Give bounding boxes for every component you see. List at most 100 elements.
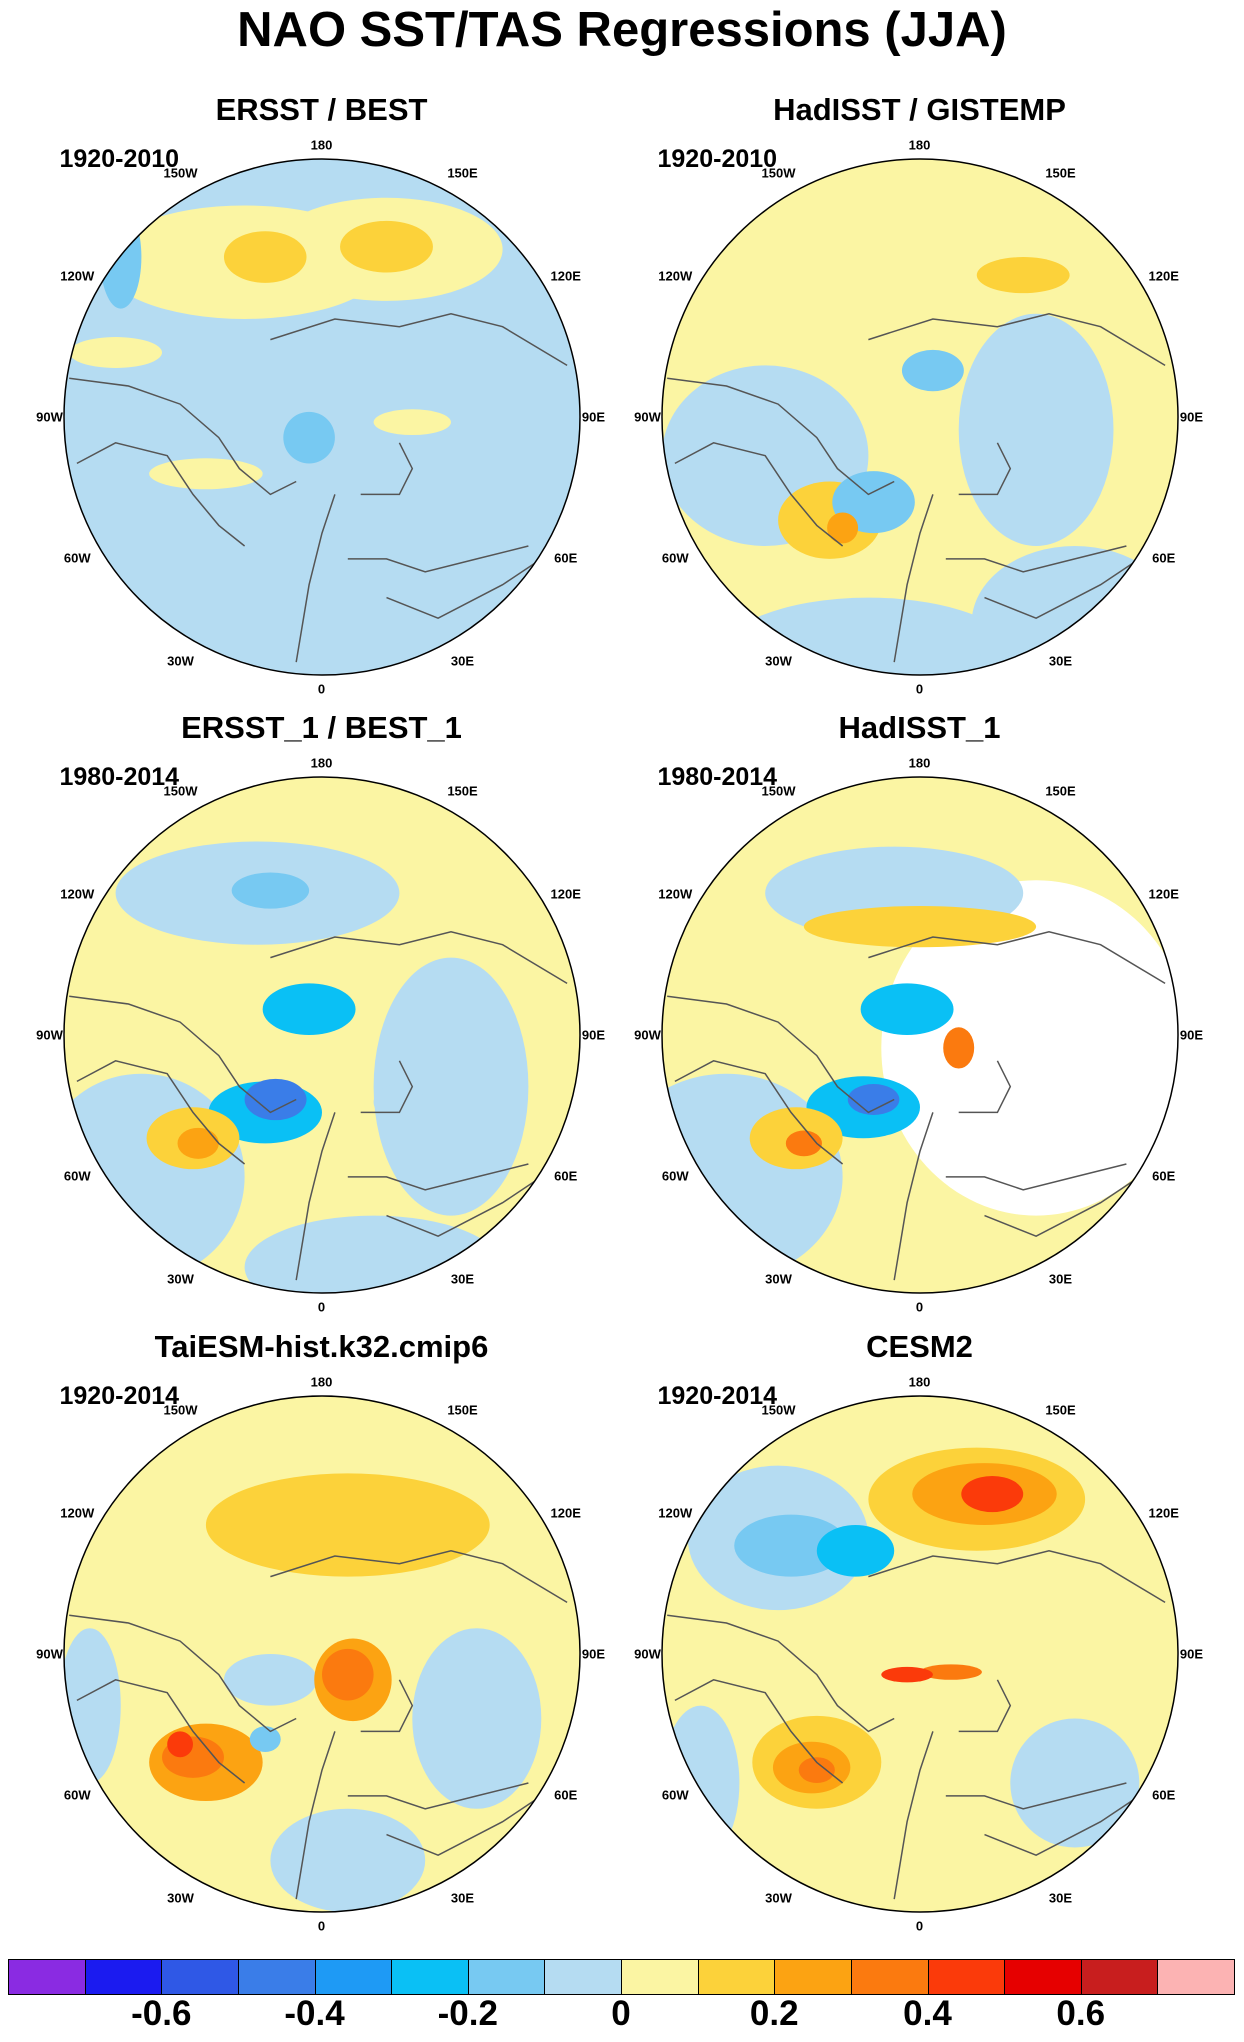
colorbar-swatch bbox=[161, 1959, 239, 1995]
panel-title: ERSST_1 / BEST_1 bbox=[181, 710, 462, 745]
longitude-label: 30W bbox=[167, 1271, 194, 1287]
anomaly-contour bbox=[68, 337, 162, 368]
coastline bbox=[945, 545, 1127, 573]
longitude-label: 180 bbox=[310, 1374, 333, 1390]
longitude-label: 120E bbox=[1148, 1505, 1179, 1521]
coastline bbox=[294, 1731, 336, 1900]
panel-years: 1980-2014 bbox=[59, 763, 180, 791]
longitude-label: 150E bbox=[1045, 165, 1076, 181]
longitude-label: 180 bbox=[908, 137, 931, 153]
coastline bbox=[269, 931, 567, 985]
anomaly-contour bbox=[847, 1084, 899, 1115]
longitude-label: 30E bbox=[1048, 1890, 1073, 1906]
coastline bbox=[269, 1550, 567, 1604]
longitude-label: 60E bbox=[554, 550, 578, 566]
colorbar-swatch bbox=[1004, 1959, 1082, 1995]
anomaly-contour bbox=[803, 906, 1036, 948]
longitude-label: 150E bbox=[1045, 783, 1076, 799]
anomaly-contour bbox=[244, 1078, 307, 1121]
longitude-label: 150W bbox=[163, 165, 198, 181]
longitude-label: 30E bbox=[450, 1890, 475, 1906]
longitude-label: 90W bbox=[634, 1646, 661, 1662]
coastline bbox=[68, 377, 297, 496]
longitude-label: 180 bbox=[310, 137, 333, 153]
panel-years: 1920-2010 bbox=[657, 145, 778, 173]
colorbar-swatch bbox=[927, 1959, 1006, 1995]
coastline bbox=[360, 1060, 413, 1114]
colorbar-swatch bbox=[1080, 1959, 1159, 1995]
longitude-label: 60E bbox=[554, 1168, 578, 1184]
longitude-label: 120W bbox=[60, 886, 95, 902]
coastline bbox=[666, 1614, 895, 1733]
polar-map bbox=[62, 776, 581, 1294]
colorbar-swatch bbox=[1157, 1959, 1235, 1995]
longitude-label: 120W bbox=[60, 1505, 95, 1521]
anomaly-contour bbox=[339, 220, 433, 273]
coastline bbox=[347, 1163, 529, 1191]
longitude-label: 150W bbox=[761, 1402, 796, 1418]
coastline bbox=[68, 995, 297, 1114]
panel-years: 1920-2010 bbox=[59, 145, 180, 173]
panel-title: HadISST_1 bbox=[838, 710, 1001, 745]
longitude-label: 90E bbox=[1179, 409, 1204, 425]
coastline bbox=[867, 1550, 1165, 1604]
anomaly-contour bbox=[223, 231, 307, 283]
colorbar bbox=[8, 1959, 1235, 1995]
longitude-label: 60W bbox=[661, 1168, 689, 1184]
anomaly-contour bbox=[249, 1726, 281, 1753]
longitude-label: 150W bbox=[761, 783, 796, 799]
anomaly-contour bbox=[942, 1027, 974, 1069]
panel-years: 1980-2014 bbox=[657, 763, 778, 791]
longitude-label: 120W bbox=[658, 886, 693, 902]
coastline bbox=[76, 1060, 245, 1165]
coastline bbox=[76, 442, 245, 547]
coastline bbox=[385, 558, 542, 620]
colorbar-tick-label: 0.4 bbox=[903, 1994, 952, 2033]
longitude-label: 60E bbox=[1152, 1168, 1176, 1184]
longitude-label: 60W bbox=[63, 550, 91, 566]
colorbar-tick-label: -0.2 bbox=[437, 1994, 498, 2033]
longitude-label: 180 bbox=[310, 755, 333, 771]
anomaly-contour bbox=[901, 349, 964, 392]
coastline bbox=[945, 1782, 1127, 1810]
colorbar-tick-label: 0.2 bbox=[749, 1994, 799, 2033]
longitude-label: 150W bbox=[163, 1402, 198, 1418]
longitude-label: 30W bbox=[765, 1890, 792, 1906]
coastline bbox=[385, 1176, 542, 1238]
longitude-label: 150E bbox=[1045, 1402, 1076, 1418]
coastline bbox=[892, 1112, 934, 1281]
longitude-label: 120E bbox=[550, 886, 581, 902]
colorbar-swatch bbox=[8, 1959, 86, 1995]
panel-title: TaiESM-hist.k32.cmip6 bbox=[154, 1329, 489, 1364]
anomaly-contour bbox=[244, 1215, 503, 1293]
coastline bbox=[674, 1060, 843, 1165]
panel-title: ERSST / BEST bbox=[215, 92, 428, 127]
colorbar-tick-label: 0 bbox=[611, 1994, 631, 2033]
anomaly-contour bbox=[661, 1396, 1178, 1912]
longitude-label: 0 bbox=[915, 681, 924, 697]
longitude-label: 90W bbox=[36, 1027, 63, 1043]
anomaly-contour bbox=[166, 1731, 193, 1758]
anomaly-contour bbox=[798, 1757, 835, 1783]
anomaly-contour bbox=[960, 1475, 1023, 1513]
coastline bbox=[347, 1782, 529, 1810]
coastline bbox=[674, 442, 843, 547]
longitude-label: 90E bbox=[1179, 1027, 1204, 1043]
longitude-label: 90E bbox=[1179, 1646, 1204, 1662]
colorbar-tick-label: 0.6 bbox=[1056, 1994, 1106, 2033]
map-border bbox=[62, 1395, 581, 1913]
coastline bbox=[892, 1731, 934, 1900]
longitude-label: 90E bbox=[581, 409, 606, 425]
polar-map bbox=[660, 1395, 1179, 1913]
coastline bbox=[983, 558, 1140, 620]
longitude-label: 60E bbox=[554, 1787, 578, 1803]
coastline bbox=[666, 995, 895, 1114]
anomaly-contour bbox=[1009, 1718, 1139, 1848]
coastline bbox=[983, 1176, 1140, 1238]
longitude-label: 90W bbox=[36, 409, 63, 425]
colorbar-swatch bbox=[850, 1959, 929, 1995]
panel-title: HadISST / GISTEMP bbox=[773, 92, 1066, 127]
coastline bbox=[666, 377, 895, 496]
longitude-label: 180 bbox=[908, 1374, 931, 1390]
colorbar-swatch bbox=[314, 1959, 393, 1995]
